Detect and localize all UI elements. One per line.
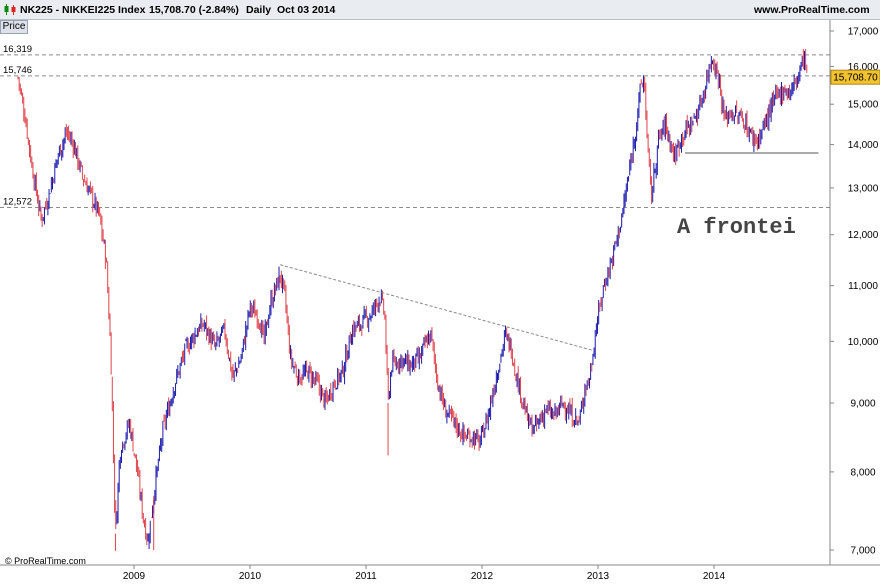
y-tick-label: 17,000: [848, 27, 879, 38]
footer-credit: © ProRealTime.com: [5, 556, 86, 566]
y-tick-label: 7,000: [850, 546, 875, 557]
y-tick-label: 8,000: [850, 467, 875, 478]
y-tick-label: 16,000: [848, 62, 879, 73]
horizontal-levels: 16,319 15,746 12,572: [0, 44, 830, 208]
trendline: [280, 264, 593, 351]
last-price: 15,708.70 (-2.84%): [149, 4, 239, 16]
y-tick-label: 13,000: [848, 183, 879, 194]
x-tick-label: 2011: [355, 571, 377, 582]
level-label: 16,319: [3, 44, 32, 55]
y-tick-label: 12,000: [848, 230, 879, 241]
overlays: A frontei: [280, 152, 819, 351]
candlestick-icon: [3, 3, 17, 19]
instrument-name: NK225 - NIKKEI225 Index: [20, 4, 146, 16]
last-value-label: 15,708.70: [833, 73, 878, 84]
x-tick-label: 2010: [239, 571, 262, 582]
y-tick-label: 11,000: [848, 281, 878, 292]
x-tick-label: 2009: [123, 571, 146, 582]
axes: 7,000 8,000 9,000 10,000 11,000 12,000 13,000 1…: [0, 20, 880, 582]
y-tick-label: 10,000: [848, 337, 879, 348]
x-tick-label: 2012: [471, 571, 494, 582]
chart-header: NK225 - NIKKEI225 Index 15,708.70 (-2.84…: [0, 0, 880, 20]
price-tab[interactable]: Price: [0, 20, 28, 34]
level-label: 15,746: [3, 65, 32, 76]
x-tick-label: 2013: [587, 571, 610, 582]
site-label: www.ProRealTime.com: [754, 4, 870, 16]
y-tick-label: 15,000: [848, 100, 879, 111]
date-label: Oct 03 2014: [277, 4, 336, 16]
y-tick-label: 9,000: [850, 399, 875, 410]
y-tick-label: 14,000: [848, 140, 879, 151]
level-label: 12,572: [3, 196, 32, 207]
candles: [17, 48, 808, 551]
last-value-badge: [830, 69, 880, 85]
x-tick-label: 2014: [703, 571, 726, 582]
period-label: Daily: [246, 4, 272, 16]
annotation-text: A frontei: [677, 215, 796, 240]
